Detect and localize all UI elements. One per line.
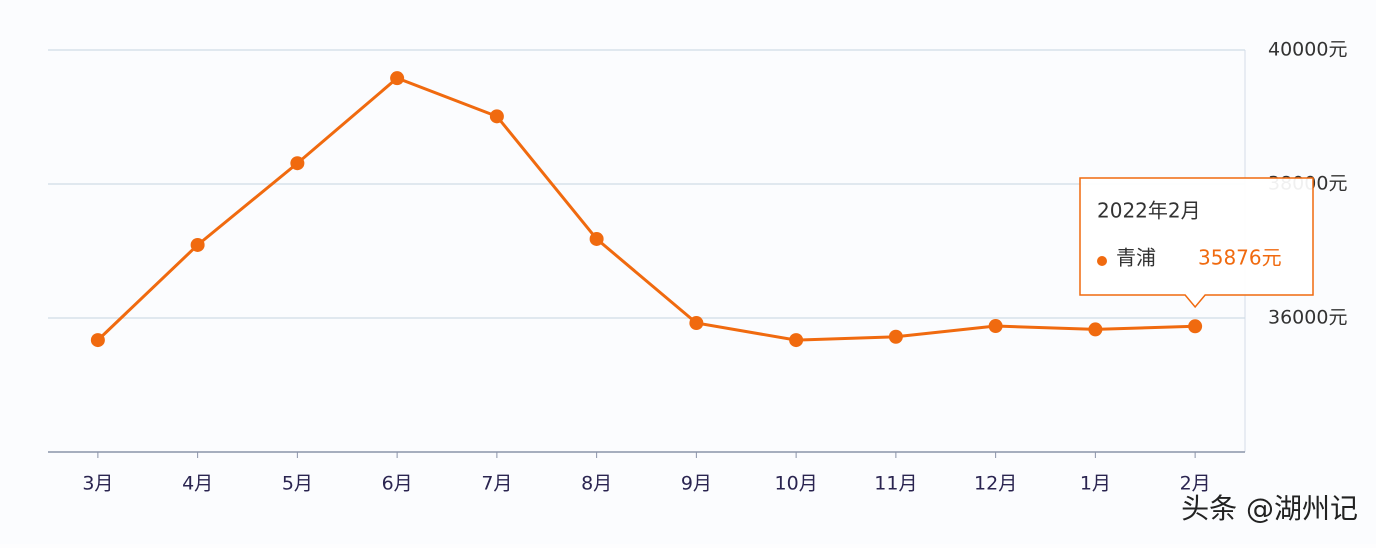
- point: [988, 319, 1003, 334]
- y-tick-label: 40000元: [1268, 39, 1347, 61]
- y-tick-label: 36000元: [1268, 307, 1347, 329]
- point: [90, 333, 105, 348]
- point: [1088, 322, 1103, 337]
- point: [390, 71, 405, 86]
- x-tick-label: 12月: [974, 473, 1017, 495]
- point: [190, 237, 205, 252]
- x-tick-label: 2月: [1180, 473, 1211, 495]
- point: [689, 316, 704, 331]
- point: [290, 156, 305, 171]
- x-tick-label: 4月: [182, 473, 213, 495]
- x-tick-label: 1月: [1080, 473, 1111, 495]
- point: [888, 329, 903, 344]
- x-tick-label: 3月: [82, 473, 113, 495]
- tooltip-title: 2022年2月: [1097, 199, 1201, 223]
- x-tick-label: 5月: [282, 473, 313, 495]
- x-tick-label: 11月: [874, 473, 917, 495]
- x-tick-label: 9月: [681, 473, 712, 495]
- x-tick-label: 7月: [481, 473, 512, 495]
- x-tick-label: 10月: [775, 473, 818, 495]
- point: [489, 109, 504, 124]
- watermark: 头条 @湖州记: [1181, 492, 1358, 525]
- line: [96, 76, 1196, 342]
- x-tick-label: 8月: [581, 473, 612, 495]
- tooltip-marker: [1097, 256, 1107, 266]
- tooltip-series-name: 青浦: [1116, 246, 1156, 270]
- point: [589, 231, 604, 246]
- x-tick-label: 6月: [382, 473, 413, 495]
- point: [789, 333, 804, 348]
- tooltip-box: [1079, 177, 1314, 309]
- point: [1188, 319, 1203, 334]
- tooltip-value: 35876元: [1198, 246, 1282, 270]
